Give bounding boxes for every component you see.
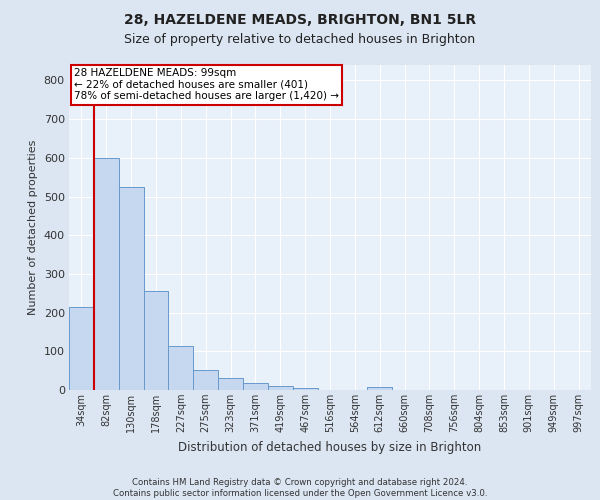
Bar [94, 158, 119, 390]
Text: Size of property relative to detached houses in Brighton: Size of property relative to detached ho… [124, 32, 476, 46]
X-axis label: Distribution of detached houses by size in Brighton: Distribution of detached houses by size … [178, 440, 482, 454]
Bar [169, 346, 193, 390]
Bar [218, 378, 243, 390]
Text: Contains HM Land Registry data © Crown copyright and database right 2024.
Contai: Contains HM Land Registry data © Crown c… [113, 478, 487, 498]
Bar [143, 292, 169, 390]
Bar [119, 187, 143, 390]
Bar [293, 388, 317, 390]
Bar [367, 387, 392, 390]
Text: 28 HAZELDENE MEADS: 99sqm
← 22% of detached houses are smaller (401)
78% of semi: 28 HAZELDENE MEADS: 99sqm ← 22% of detac… [74, 68, 339, 102]
Bar [243, 384, 268, 390]
Bar [193, 370, 218, 390]
Bar [268, 386, 293, 390]
Text: 28, HAZELDENE MEADS, BRIGHTON, BN1 5LR: 28, HAZELDENE MEADS, BRIGHTON, BN1 5LR [124, 12, 476, 26]
Bar [69, 307, 94, 390]
Y-axis label: Number of detached properties: Number of detached properties [28, 140, 38, 315]
